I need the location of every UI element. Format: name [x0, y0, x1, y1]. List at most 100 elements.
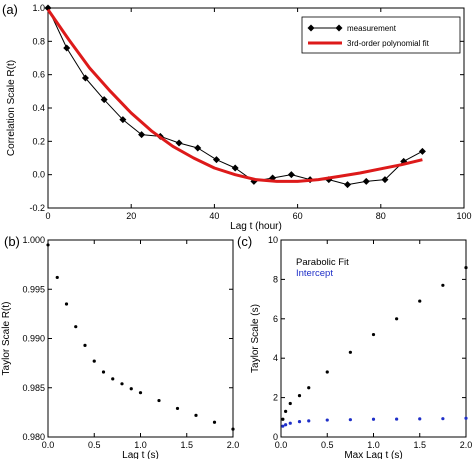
- data-point: [362, 177, 370, 185]
- y-tick-label: 8: [273, 274, 278, 284]
- y-tick-label: 0.995: [22, 284, 45, 294]
- x-tick-label: 0.0: [42, 440, 55, 450]
- data-point: [418, 147, 426, 155]
- data-point: [395, 417, 399, 421]
- data-point: [231, 427, 235, 431]
- data-point: [281, 424, 285, 428]
- x-tick-label: 40: [209, 211, 219, 221]
- data-point: [63, 44, 71, 52]
- x-tick-label: 0: [45, 211, 50, 221]
- data-point: [297, 420, 302, 424]
- data-point: [231, 164, 239, 172]
- data-point: [120, 382, 124, 386]
- legend-label: 3rd-order polynomial fit: [347, 39, 430, 48]
- legend-label: Intercept: [296, 268, 333, 279]
- legend-box: [301, 16, 461, 54]
- data-point: [381, 176, 389, 184]
- data-point: [100, 96, 108, 104]
- y-tick-label: 0.0: [32, 170, 45, 180]
- data-point: [307, 386, 311, 390]
- data-point: [287, 171, 295, 179]
- x-tick-label: 2.0: [460, 440, 473, 450]
- panel-b: 0.0 0.5 1.0 1.5 2.0 0.980 0.985 0.990 0.995 1.000…: [1, 234, 239, 459]
- x-tick-label: 60: [293, 211, 303, 221]
- x-tick-label: 0.5: [88, 440, 101, 450]
- y-tick-label: 0.980: [22, 432, 45, 442]
- data-point: [175, 139, 183, 147]
- y-axis-title: Correlation Scale R(t): [6, 60, 17, 156]
- data-point: [418, 417, 422, 421]
- plot-frame: [47, 239, 234, 438]
- data-point: [297, 394, 302, 398]
- data-point: [138, 131, 146, 139]
- series-0: [281, 265, 468, 421]
- data-point: [371, 332, 376, 337]
- y-axis-title: Taylor Scale R(t): [1, 302, 12, 376]
- fit-line: [46, 8, 423, 183]
- y-tick-label: 1.0: [32, 3, 45, 13]
- data-point: [281, 417, 285, 421]
- data-point: [348, 418, 352, 422]
- x-tick-label: 1.5: [413, 440, 426, 450]
- y-tick-label: 1.000: [22, 235, 45, 245]
- x-tick-label: 1.5: [180, 440, 193, 450]
- panel-letter: (b): [4, 234, 20, 249]
- y-tick-label: 0.2: [32, 136, 45, 146]
- data-point: [46, 243, 50, 247]
- x-tick-label: 20: [126, 211, 136, 221]
- data-point: [441, 283, 445, 287]
- data-point: [157, 398, 161, 403]
- x-tick-label: 1.0: [134, 440, 147, 450]
- legend-marker: [335, 24, 343, 32]
- panel-a: 0 20 40 60 80 100 -0.2 0.0 0.2 0.4 0.6 0.8 1.0 Lag t …: [2, 2, 472, 232]
- data-point: [288, 401, 292, 406]
- data-point: [284, 409, 288, 413]
- data-point: [464, 265, 468, 270]
- x-tick-label: 100: [456, 211, 471, 221]
- data-point: [81, 74, 89, 82]
- series-1: [281, 416, 468, 428]
- y-tick-label: 6: [273, 314, 278, 324]
- y-axis-title: Taylor Scale (s): [250, 304, 261, 373]
- data-point: [441, 417, 445, 421]
- x-tick-label: 2.0: [227, 440, 240, 450]
- y-tick-label: 0.6: [32, 70, 45, 80]
- legend-label: Parabolic Fit: [296, 257, 349, 268]
- data-point: [119, 116, 127, 124]
- data-point: [111, 377, 115, 381]
- data-point: [284, 423, 288, 427]
- panel-letter: (c): [237, 234, 252, 249]
- data-point: [194, 144, 202, 152]
- x-axis-title: Max Lag t (s): [344, 450, 402, 459]
- data-point: [138, 391, 143, 395]
- data-point: [74, 325, 78, 329]
- data-point: [371, 417, 376, 421]
- data-point: [325, 370, 329, 374]
- data-point: [55, 275, 59, 280]
- data-point: [129, 387, 133, 391]
- data-point: [288, 421, 292, 425]
- data-point: [325, 418, 329, 422]
- data-point: [175, 406, 180, 411]
- data-point: [348, 350, 352, 354]
- series-0: [46, 243, 235, 431]
- data-point: [344, 181, 352, 189]
- series-1: [46, 8, 423, 183]
- legend: measurement 3rd-order polynomial fit: [301, 16, 461, 54]
- y-tick-label: 4: [273, 353, 278, 363]
- x-axis-title: Lag t (hour): [230, 221, 282, 232]
- data-point: [83, 343, 87, 347]
- x-tick-label: 0.5: [321, 440, 334, 450]
- y-tick-label: 0: [273, 432, 278, 442]
- legend-label: measurement: [347, 24, 397, 33]
- x-tick-label: 80: [376, 211, 386, 221]
- y-tick-label: 2: [273, 393, 278, 403]
- y-tick-label: 0.8: [32, 36, 45, 46]
- data-point: [212, 156, 220, 164]
- data-point: [307, 419, 311, 423]
- data-point: [395, 317, 399, 321]
- legend-marker: [307, 24, 315, 32]
- x-axis-title: Lag t (s): [122, 450, 159, 459]
